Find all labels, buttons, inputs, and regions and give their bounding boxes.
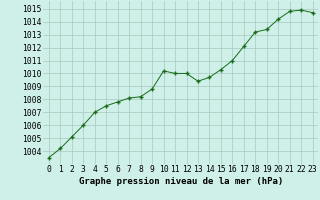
X-axis label: Graphe pression niveau de la mer (hPa): Graphe pression niveau de la mer (hPa) <box>79 177 283 186</box>
